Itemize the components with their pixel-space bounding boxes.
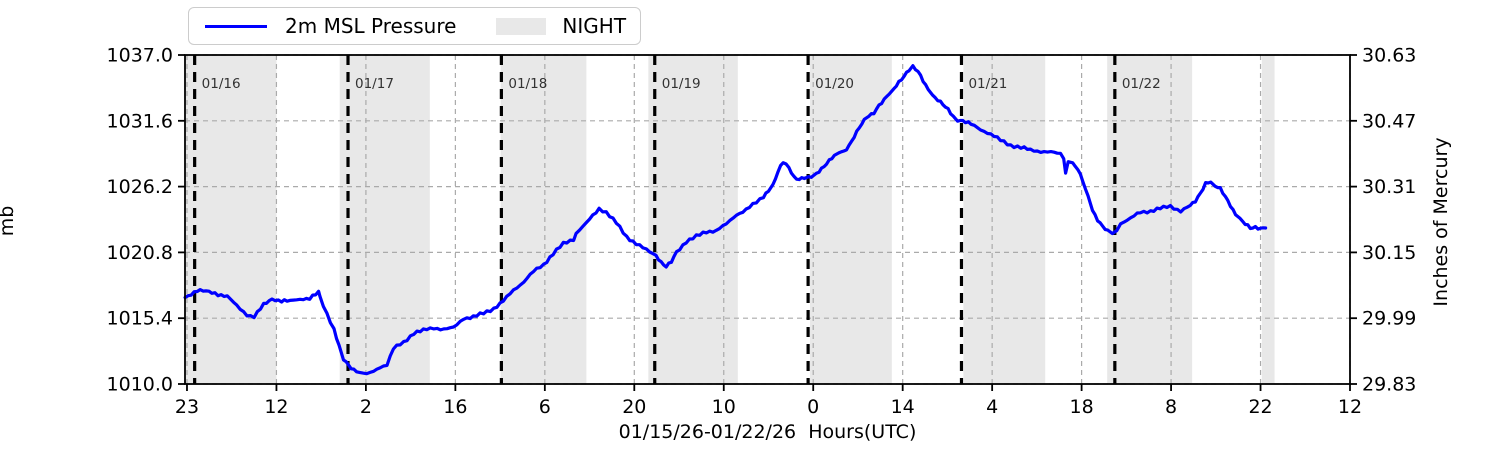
x-tick-label: 12 [1338,396,1362,418]
day-label: 01/22 [1122,76,1161,92]
y-tick-label-left: 1037.0 [107,45,173,67]
x-tick-label: 8 [1165,396,1177,418]
x-tick-label: 16 [443,396,467,418]
y-tick-label-right: 30.47 [1362,110,1416,132]
y-tick-label-right: 29.83 [1362,374,1416,396]
night-band [185,55,277,384]
x-tick-label: 18 [1070,396,1094,418]
x-tick-label: 12 [264,396,288,418]
axes-spines [184,54,1351,385]
x-tick-label: 0 [807,396,819,418]
x-tick-label: 14 [891,396,915,418]
night-band [648,55,738,384]
night-patch-swatch [496,17,547,35]
x-tick-label: 20 [622,396,646,418]
night-band [339,55,430,384]
day-label: 01/18 [508,76,547,92]
night-band [1107,55,1193,384]
y-tick-label-left: 1031.6 [107,110,173,132]
x-tick-label: 6 [539,396,551,418]
legend-label-night: NIGHT [562,14,627,38]
pressure-line-swatch [205,24,267,28]
x-tick-label: 2 [360,396,372,418]
y-tick-label-right: 30.31 [1362,176,1416,198]
y-tick-label-right: 30.15 [1362,242,1416,264]
day-label: 01/19 [662,76,701,92]
night-band [810,55,892,384]
x-tick-label: 10 [712,396,736,418]
night-band [1261,55,1275,384]
y-axis-label-left: mb [0,205,18,237]
x-axis-label: 01/15/26-01/22/26 Hours(UTC) [618,421,917,443]
x-tick-label: 4 [986,396,998,418]
y-tick-label-right: 30.63 [1362,45,1416,67]
y-tick-label-left: 1020.8 [107,242,173,264]
legend-label-pressure: 2m MSL Pressure [285,14,457,38]
y-tick-label-left: 1010.0 [107,374,173,396]
pressure-line [183,64,1268,376]
y-tick-label-left: 1026.2 [107,176,173,198]
day-label: 01/20 [815,76,854,92]
x-tick-label: 22 [1248,396,1272,418]
y-tick-label-right: 29.99 [1362,308,1416,330]
y-tick-label-left: 1015.4 [107,308,173,330]
legend: 2m MSL Pressure NIGHT [188,7,642,45]
y-axis-label-right: Inches of Mercury [1430,137,1452,307]
day-label: 01/21 [968,76,1007,92]
x-tick-label: 23 [175,396,199,418]
day-label: 01/17 [355,76,394,92]
day-label: 01/16 [202,76,241,92]
night-band [963,55,1046,384]
night-band [500,55,587,384]
